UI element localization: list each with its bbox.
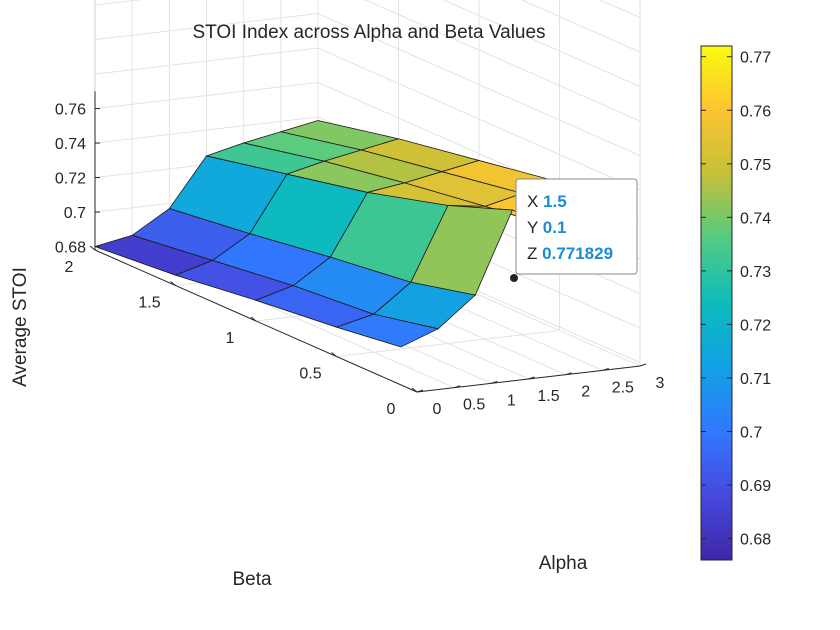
datatip-row-x: X 1.5 bbox=[527, 192, 567, 211]
surface-plot bbox=[93, 120, 626, 348]
colorbar-tick-label: 0.71 bbox=[740, 371, 771, 388]
beta-tick bbox=[411, 387, 418, 393]
colorbar-tick-label: 0.77 bbox=[740, 50, 771, 67]
axes: 0 0.5 1 1.5 2 2.5 3 0 0.5 1 1.5 2 0.68 0.7 0.72 0.74 0.7… bbox=[55, 0, 665, 418]
z-tick-label: 0.68 bbox=[55, 240, 86, 257]
beta-tick-label: 2 bbox=[65, 259, 74, 276]
datatip-box bbox=[515, 178, 638, 275]
z-tick-label: 0.7 bbox=[64, 205, 86, 222]
beta-tick-label: 1.5 bbox=[138, 295, 160, 312]
datatip-marker[interactable] bbox=[509, 273, 519, 283]
datatip-row-y: Y 0.1 bbox=[527, 218, 566, 237]
colorbar-tick-label: 0.73 bbox=[740, 264, 771, 281]
alpha-tick-label: 2.5 bbox=[612, 379, 634, 396]
floor-grid-line bbox=[336, 330, 560, 357]
colorbar-tick-label: 0.72 bbox=[740, 317, 771, 334]
z-tick-label: 0.74 bbox=[55, 136, 86, 153]
beta-tick bbox=[250, 316, 257, 322]
colorbar-tick-label: 0.7 bbox=[740, 425, 762, 442]
data-tip[interactable]: X 1.5 Y 0.1 Z 0.771829 bbox=[509, 178, 638, 283]
beta-tick bbox=[89, 245, 96, 251]
alpha-tick bbox=[454, 385, 461, 389]
beta-tick-label: 1 bbox=[226, 330, 235, 347]
y-axis-label: Beta bbox=[232, 569, 272, 590]
chart-title: STOI Index across Alpha and Beta Values bbox=[192, 22, 545, 43]
surface-patch bbox=[335, 313, 440, 348]
datatip-row-z: Z 0.771829 bbox=[527, 244, 613, 263]
wall-grid-line bbox=[520, 0, 641, 53]
alpha-tick bbox=[602, 367, 609, 371]
beta-tick-label: 0.5 bbox=[299, 366, 321, 383]
colorbar-tick-label: 0.69 bbox=[740, 478, 771, 495]
z-axis-label: Average STOI bbox=[10, 267, 31, 387]
beta-tick bbox=[331, 352, 337, 357]
colorbar-gradient bbox=[700, 45, 733, 561]
colorbar-tick-label: 0.75 bbox=[740, 157, 771, 174]
z-tick-label: 0.72 bbox=[55, 171, 86, 188]
alpha-tick-label: 2 bbox=[581, 384, 590, 401]
alpha-tick-label: 0 bbox=[433, 401, 442, 418]
alpha-tick bbox=[565, 372, 572, 376]
z-tick-label: 0.76 bbox=[55, 102, 86, 119]
alpha-tick-label: 1.5 bbox=[537, 388, 559, 405]
colorbar-tick-label: 0.68 bbox=[740, 532, 771, 549]
alpha-tick-label: 3 bbox=[656, 375, 665, 392]
alpha-tick-label: 0.5 bbox=[463, 397, 485, 414]
colorbar-tick-label: 0.76 bbox=[740, 103, 771, 120]
alpha-tick bbox=[416, 389, 424, 393]
alpha-tick bbox=[528, 376, 535, 380]
x-axis-label: Alpha bbox=[539, 553, 588, 574]
alpha-tick bbox=[491, 380, 498, 384]
beta-tick-label: 0 bbox=[387, 401, 396, 418]
colorbar: 0.68 0.69 0.7 0.71 0.72 0.73 0.74 0.75 0.76 0.77 bbox=[700, 45, 771, 561]
alpha-tick bbox=[639, 363, 647, 367]
beta-tick bbox=[170, 281, 176, 286]
alpha-tick-label: 1 bbox=[507, 392, 516, 409]
colorbar-tick-label: 0.74 bbox=[740, 210, 771, 227]
